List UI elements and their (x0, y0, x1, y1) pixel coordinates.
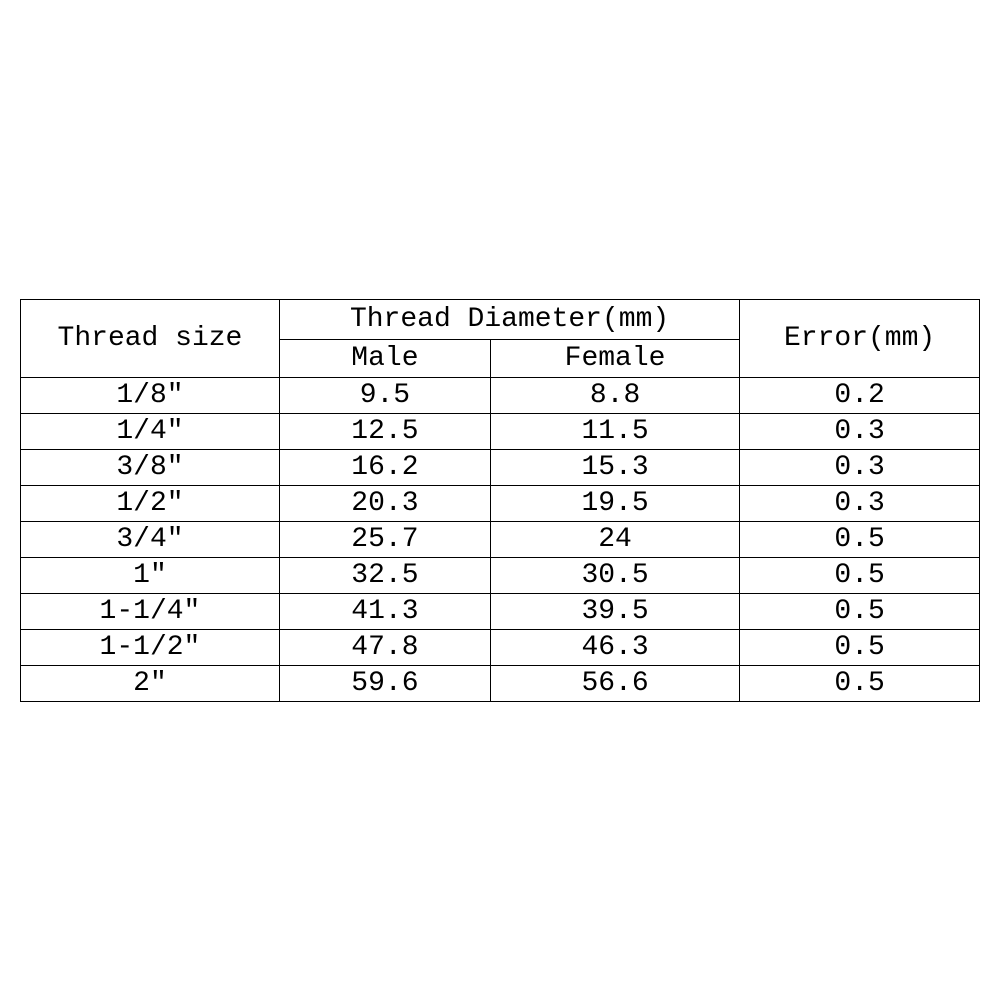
table-row: 1/4″ 12.5 11.5 0.3 (21, 413, 980, 449)
cell-female: 56.6 (490, 665, 739, 701)
thread-size-table: Thread size Thread Diameter(mm) Error(mm… (20, 299, 980, 702)
cell-male: 9.5 (279, 377, 490, 413)
table-header-row-1: Thread size Thread Diameter(mm) Error(mm… (21, 299, 980, 339)
thread-table-container: Thread size Thread Diameter(mm) Error(mm… (20, 299, 980, 702)
table-row: 2″ 59.6 56.6 0.5 (21, 665, 980, 701)
cell-size: 1-1/2″ (21, 629, 280, 665)
cell-error: 0.2 (740, 377, 980, 413)
cell-female: 15.3 (490, 449, 739, 485)
table-body: 1/8″ 9.5 8.8 0.2 1/4″ 12.5 11.5 0.3 3/8″… (21, 377, 980, 701)
cell-size: 1″ (21, 557, 280, 593)
cell-error: 0.5 (740, 521, 980, 557)
table-row: 1/2″ 20.3 19.5 0.3 (21, 485, 980, 521)
table-row: 1″ 32.5 30.5 0.5 (21, 557, 980, 593)
cell-female: 30.5 (490, 557, 739, 593)
cell-size: 1/8″ (21, 377, 280, 413)
header-male: Male (279, 339, 490, 377)
table-row: 1-1/4″ 41.3 39.5 0.5 (21, 593, 980, 629)
cell-female: 11.5 (490, 413, 739, 449)
cell-male: 25.7 (279, 521, 490, 557)
cell-error: 0.3 (740, 449, 980, 485)
cell-size: 3/4″ (21, 521, 280, 557)
header-female: Female (490, 339, 739, 377)
cell-size: 2″ (21, 665, 280, 701)
cell-error: 0.5 (740, 593, 980, 629)
cell-error: 0.5 (740, 629, 980, 665)
cell-male: 20.3 (279, 485, 490, 521)
cell-size: 1/2″ (21, 485, 280, 521)
cell-male: 59.6 (279, 665, 490, 701)
cell-error: 0.5 (740, 557, 980, 593)
header-thread-diameter: Thread Diameter(mm) (279, 299, 739, 339)
table-row: 3/8″ 16.2 15.3 0.3 (21, 449, 980, 485)
cell-male: 32.5 (279, 557, 490, 593)
header-thread-size: Thread size (21, 299, 280, 377)
table-row: 1-1/2″ 47.8 46.3 0.5 (21, 629, 980, 665)
cell-male: 16.2 (279, 449, 490, 485)
cell-female: 8.8 (490, 377, 739, 413)
cell-female: 19.5 (490, 485, 739, 521)
cell-female: 24 (490, 521, 739, 557)
table-row: 1/8″ 9.5 8.8 0.2 (21, 377, 980, 413)
cell-error: 0.5 (740, 665, 980, 701)
header-error: Error(mm) (740, 299, 980, 377)
cell-size: 1/4″ (21, 413, 280, 449)
cell-male: 12.5 (279, 413, 490, 449)
cell-male: 47.8 (279, 629, 490, 665)
cell-size: 1-1/4″ (21, 593, 280, 629)
cell-error: 0.3 (740, 413, 980, 449)
cell-male: 41.3 (279, 593, 490, 629)
table-row: 3/4″ 25.7 24 0.5 (21, 521, 980, 557)
cell-size: 3/8″ (21, 449, 280, 485)
cell-female: 39.5 (490, 593, 739, 629)
cell-error: 0.3 (740, 485, 980, 521)
cell-female: 46.3 (490, 629, 739, 665)
